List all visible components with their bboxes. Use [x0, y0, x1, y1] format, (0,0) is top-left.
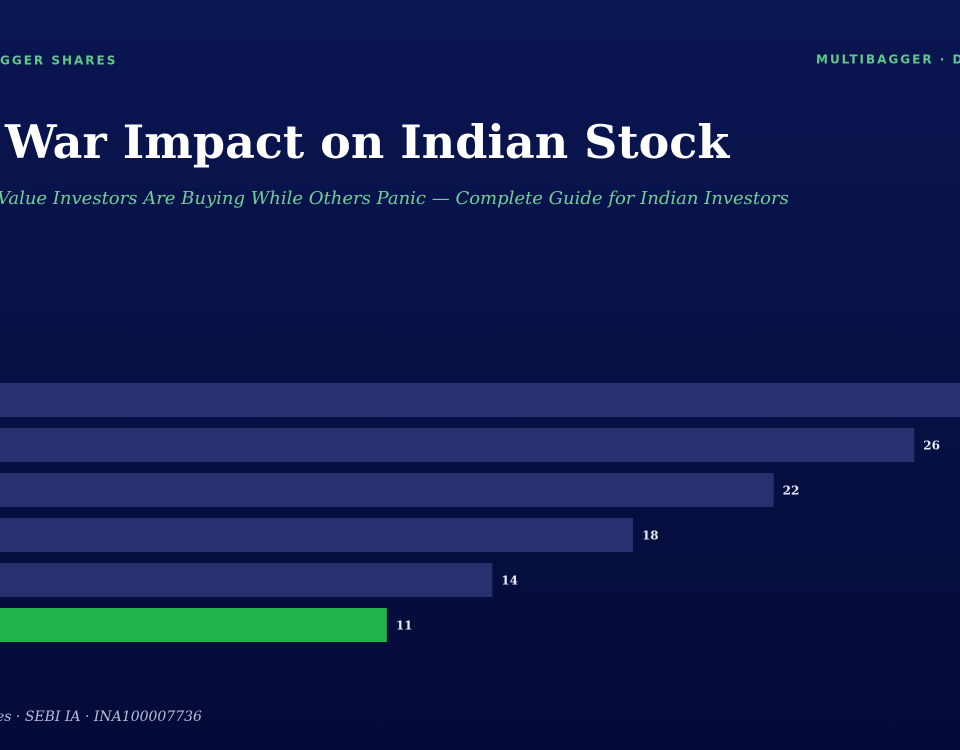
bar [0, 428, 915, 462]
bar [0, 563, 493, 597]
bar [0, 383, 960, 417]
header-left: GGER SHARES [0, 54, 117, 68]
value-label: 11 [396, 619, 413, 633]
value-label: 18 [642, 529, 659, 543]
value-label: 26 [923, 439, 940, 453]
header-right: MULTIBAGGER · D [816, 53, 960, 67]
bar [0, 608, 387, 642]
bar [0, 473, 774, 507]
chart-subtitle: Value Investors Are Buying While Others … [0, 188, 789, 209]
value-label: 14 [501, 574, 518, 588]
value-label: 22 [783, 484, 800, 498]
footer: es · SEBI IA · INA100007736 [0, 709, 202, 725]
chart-title: War Impact on Indian Stock [4, 115, 730, 169]
bar [0, 518, 633, 552]
